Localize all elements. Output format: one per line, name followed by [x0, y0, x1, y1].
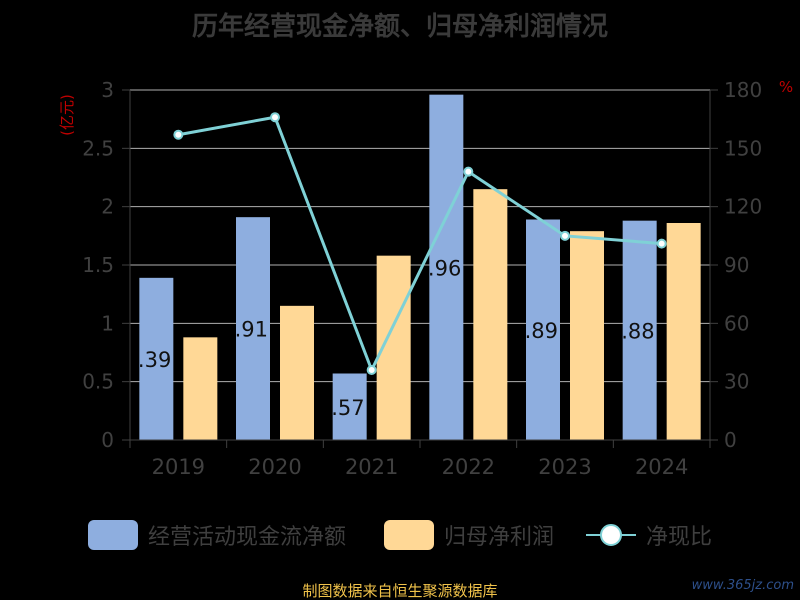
x-tick-label: 2021	[345, 455, 398, 479]
bar-net-profit	[570, 231, 604, 440]
bar-net-profit	[473, 189, 508, 440]
legend-swatch-cash-ratio	[586, 520, 636, 550]
point-cash-ratio	[366, 365, 377, 375]
legend-label-net-profit: 归母净利润	[444, 525, 555, 550]
y-left-tick-label: 1	[101, 311, 114, 335]
y-right-tick-label: 120	[724, 195, 762, 219]
bar-cashflow	[332, 373, 367, 440]
legend-item-cash-ratio[interactable]: 净现比	[586, 518, 712, 552]
bar-net-profit	[183, 337, 218, 440]
y-left-tick-label: 2	[101, 195, 114, 219]
y-left-tick-label: 3	[101, 78, 114, 102]
x-tick-label: 2019	[152, 455, 205, 479]
y-right-axis-label: %	[779, 78, 793, 96]
bar-cashflow	[139, 277, 174, 440]
y-left-axis-label: (亿元)	[58, 94, 76, 136]
y-right-tick-label: 150	[724, 136, 762, 160]
watermark: www.365jz.com	[691, 578, 794, 593]
legend: 经营活动现金流净额 归母净利润 净现比	[0, 518, 800, 552]
legend-label-cash-ratio: 净现比	[646, 525, 713, 550]
y-right-tick-label: 90	[724, 253, 749, 277]
data-label-cashflow: .57	[331, 396, 364, 420]
legend-item-net-profit[interactable]: 归母净利润	[384, 518, 554, 552]
legend-item-cashflow[interactable]: 经营活动现金流净额	[88, 518, 346, 552]
bar-cashflow	[526, 219, 560, 440]
y-right-tick-label: 180	[724, 78, 762, 102]
y-right-tick-label: 0	[724, 428, 737, 452]
data-label-cashflow: .96	[428, 256, 461, 280]
source-note: 制图数据来自恒生聚源数据库	[302, 582, 498, 600]
legend-swatch-cashflow	[88, 520, 138, 550]
bar-cashflow	[429, 94, 464, 441]
point-cash-ratio	[173, 129, 184, 140]
x-tick-label: 2023	[538, 455, 591, 479]
x-tick-label: 2022	[442, 455, 495, 479]
x-tick-label: 2020	[248, 455, 301, 479]
y-left-tick-label: 1.5	[82, 253, 114, 277]
legend-swatch-net-profit	[384, 520, 434, 550]
y-right-tick-label: 30	[724, 370, 749, 394]
bar-net-profit	[666, 223, 701, 440]
point-cash-ratio	[463, 166, 474, 177]
y-right-tick-label: 60	[724, 311, 749, 335]
y-left-tick-label: 2.5	[82, 136, 114, 160]
point-cash-ratio	[560, 230, 570, 241]
bar-cashflow	[236, 217, 270, 440]
data-label-cashflow: .89	[525, 319, 558, 343]
x-tick-label: 2024	[635, 455, 688, 479]
data-label-cashflow: .88	[621, 319, 654, 343]
bar-net-profit	[280, 305, 314, 440]
legend-label-cashflow: 经营活动现金流净额	[148, 525, 347, 550]
chart-title: 历年经营现金净额、归母净利润情况	[191, 12, 608, 42]
y-left-tick-label: 0	[101, 428, 114, 452]
data-label-cashflow: .39	[138, 348, 171, 372]
line-cash-ratio	[178, 115, 662, 374]
point-cash-ratio	[270, 112, 280, 123]
point-cash-ratio	[656, 238, 667, 249]
y-left-tick-label: 0.5	[82, 370, 114, 394]
bar-cashflow	[622, 220, 657, 440]
data-label-cashflow: .91	[235, 318, 268, 342]
